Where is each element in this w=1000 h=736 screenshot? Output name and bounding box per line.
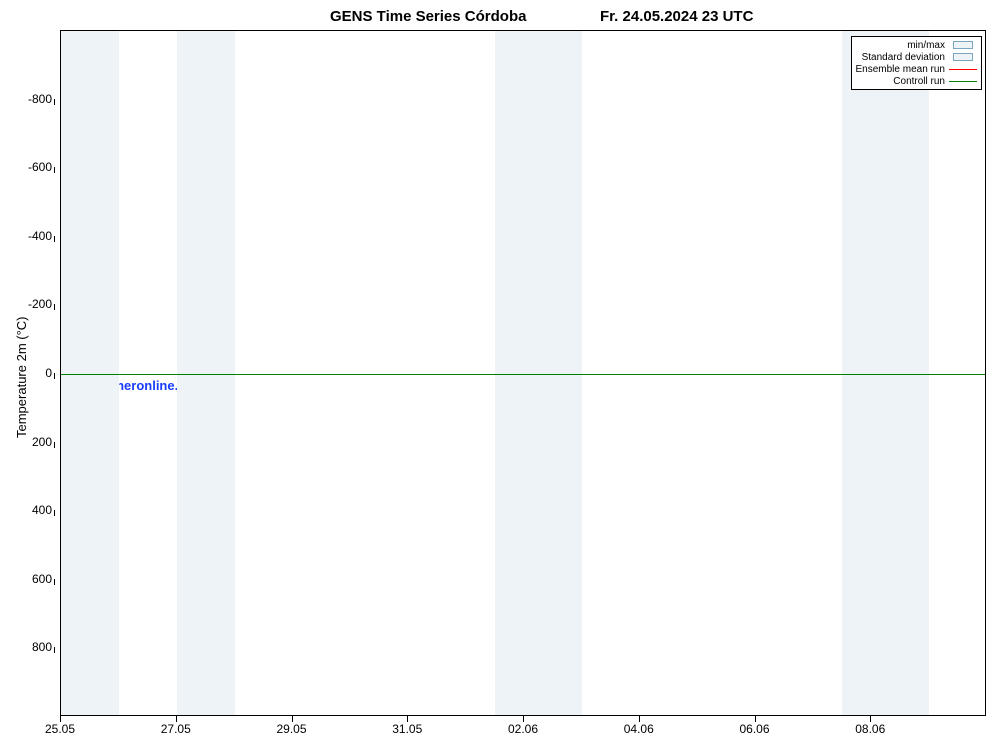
- y-tick: [54, 167, 55, 173]
- legend-item-swatch: [949, 64, 977, 74]
- shaded-band: [495, 31, 582, 715]
- y-tick: [54, 579, 55, 585]
- y-tick-label: -800: [12, 92, 52, 106]
- legend: min/maxStandard deviationEnsemble mean r…: [851, 36, 983, 90]
- y-tick-label: -200: [12, 297, 52, 311]
- y-tick-label: 800: [12, 640, 52, 654]
- legend-item-label: Standard deviation: [862, 52, 945, 63]
- shaded-band: [61, 31, 119, 715]
- y-tick: [54, 442, 55, 448]
- legend-item-swatch: [949, 52, 977, 62]
- y-tick-label: -400: [12, 229, 52, 243]
- x-tick-label: 25.05: [45, 722, 75, 736]
- chart-title-left: GENS Time Series Córdoba: [330, 8, 526, 25]
- y-tick: [54, 647, 55, 653]
- x-tick-label: 29.05: [276, 722, 306, 736]
- y-tick-label: 0: [12, 366, 52, 380]
- legend-item-label: Ensemble mean run: [856, 64, 946, 75]
- legend-item-swatch: [949, 40, 977, 50]
- x-tick-label: 06.06: [739, 722, 769, 736]
- plot-area: © weatheronline.co.nz: [60, 30, 986, 716]
- chart-title-right: Fr. 24.05.2024 23 UTC: [600, 8, 753, 25]
- legend-item-label: Controll run: [893, 76, 945, 87]
- legend-item: Standard deviation: [856, 51, 978, 63]
- y-tick-label: 200: [12, 435, 52, 449]
- legend-item-label: min/max: [907, 40, 945, 51]
- x-tick-label: 27.05: [161, 722, 191, 736]
- shaded-band: [842, 31, 929, 715]
- legend-item-swatch: [949, 76, 977, 86]
- x-tick-label: 08.06: [855, 722, 885, 736]
- x-tick-label: 31.05: [392, 722, 422, 736]
- controll-run-line: [61, 374, 985, 375]
- y-tick: [54, 510, 55, 516]
- y-tick: [54, 304, 55, 310]
- y-tick: [54, 99, 55, 105]
- y-tick-label: -600: [12, 160, 52, 174]
- legend-item: Ensemble mean run: [856, 63, 978, 75]
- x-tick-label: 04.06: [624, 722, 654, 736]
- y-tick-label: 400: [12, 503, 52, 517]
- y-tick-label: 600: [12, 572, 52, 586]
- x-tick-label: 02.06: [508, 722, 538, 736]
- legend-item: Controll run: [856, 75, 978, 87]
- legend-item: min/max: [856, 39, 978, 51]
- shaded-band: [177, 31, 235, 715]
- y-tick: [54, 373, 55, 379]
- chart-container: GENS Time Series Córdoba Fr. 24.05.2024 …: [0, 0, 1000, 733]
- y-tick: [54, 236, 55, 242]
